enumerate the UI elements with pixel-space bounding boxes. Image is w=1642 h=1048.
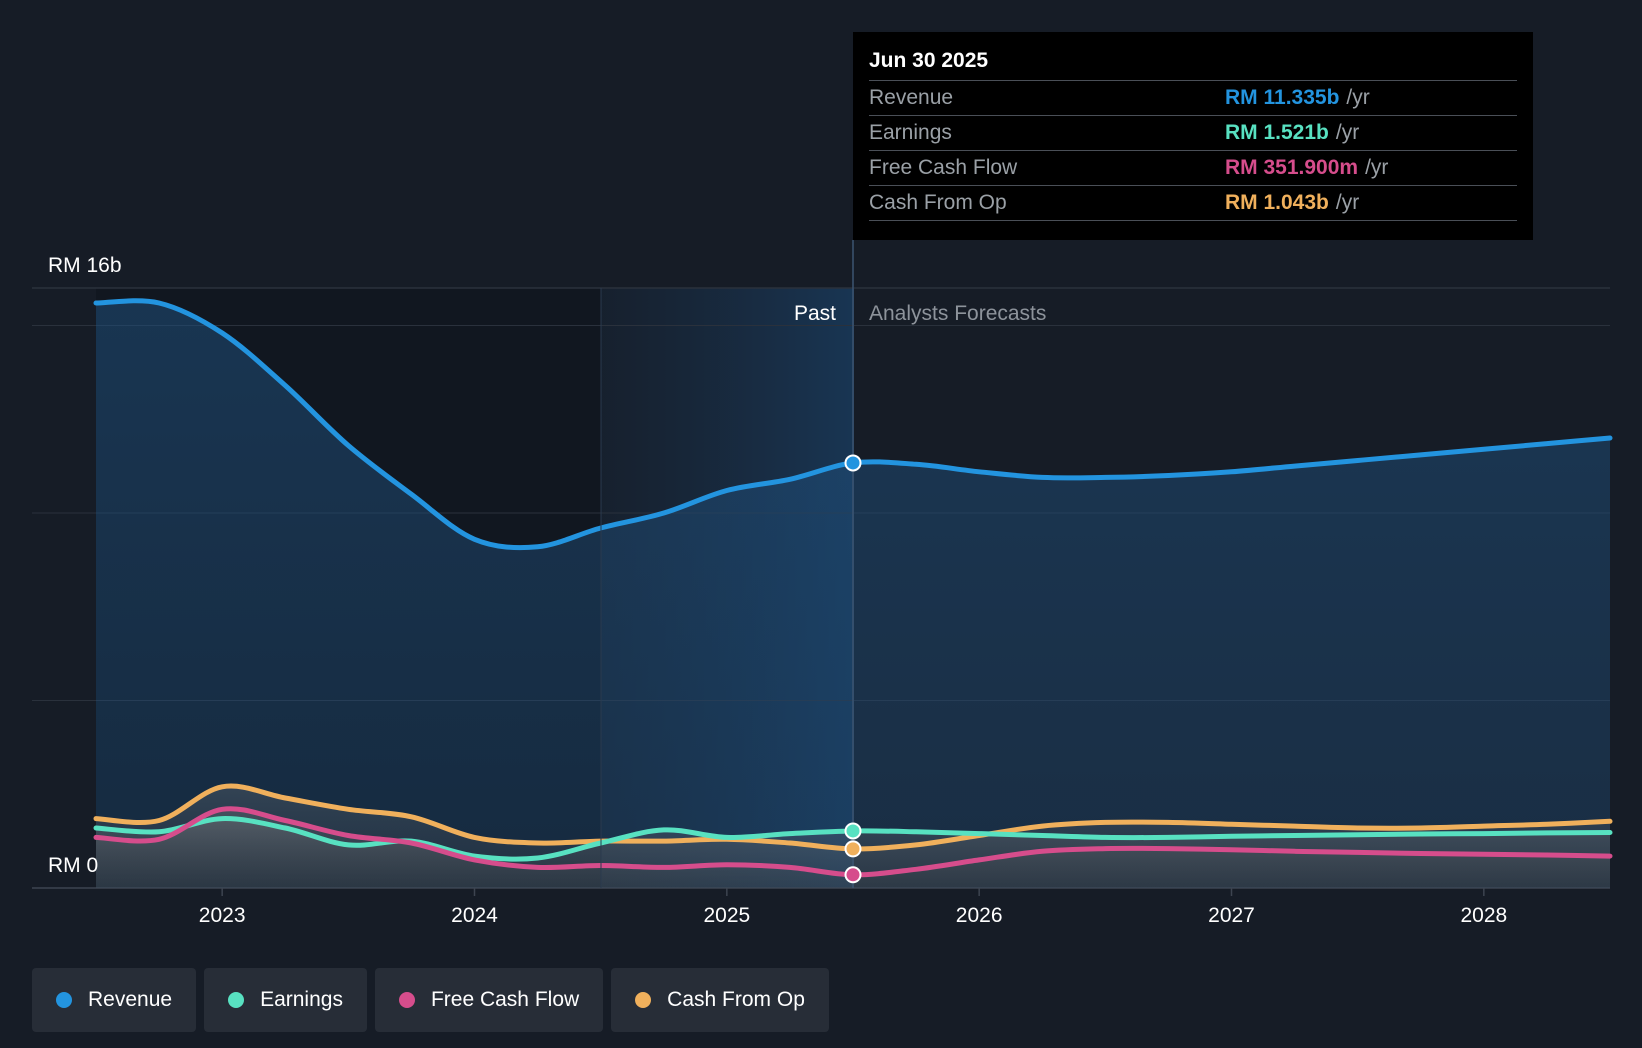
tooltip-unit: /yr [1346,86,1370,109]
forecast-label: Analysts Forecasts [869,302,1046,325]
series-line-cash-from-op [93,783,1613,852]
tooltip-unit: /yr [1335,191,1360,214]
tooltip-value: RM 1.043b [1225,191,1329,214]
tooltip-unit: /yr [1365,156,1389,179]
x-axis-ticks: 2023 2024 2025 2026 2027 2028 [199,888,1507,927]
x-tick-label: 2028 [1460,904,1507,927]
earnings-dot-icon [228,992,245,1008]
series-line-free-cash-flow [93,806,1613,878]
tooltip-row-revenue: Revenue RM 11.335b /yr [869,81,1517,116]
tooltip-label: Revenue [869,86,954,109]
legend: Revenue Earnings Free Cash Flow Cash Fro… [32,968,829,1032]
tooltip-date: Jun 30 2025 [869,46,1517,81]
series-line-earnings [93,816,1613,862]
tooltip: Jun 30 2025 Revenue RM 11.335b /yr Earni… [853,32,1533,240]
tooltip-unit: /yr [1335,121,1360,144]
x-tick-label: 2025 [703,904,750,927]
tooltip-label: Free Cash Flow [869,156,1018,179]
legend-item-free-cash-flow[interactable]: Free Cash Flow [374,968,604,1032]
legend-label: Cash From Op [667,988,805,1011]
tooltip-label: Earnings [869,121,952,144]
legend-item-earnings[interactable]: Earnings [204,968,367,1032]
series-line-revenue [93,298,1613,551]
marker-earnings [844,822,862,840]
legend-label: Earnings [260,988,343,1011]
legend-label: Free Cash Flow [430,988,580,1011]
x-tick-label: 2026 [956,904,1003,927]
legend-label: Revenue [88,988,173,1011]
tooltip-label: Cash From Op [869,191,1007,214]
past-label: Past [794,302,836,325]
x-tick-label: 2027 [1208,904,1255,927]
tooltip-row-free-cash-flow: Free Cash Flow RM 351.900m /yr [869,151,1517,186]
y-axis-top-label: RM 16b [48,254,122,277]
y-axis-bottom-label: RM 0 [48,854,98,877]
tooltip-value: RM 1.521b [1225,121,1329,144]
marker-free-cash-flow [844,866,862,884]
tooltip-row-earnings: Earnings RM 1.521b /yr [869,116,1517,151]
x-tick-label: 2023 [199,904,246,927]
free-cash-flow-dot-icon [398,992,415,1008]
x-tick-label: 2024 [451,904,498,927]
series-lines [93,298,1613,878]
legend-item-cash-from-op[interactable]: Cash From Op [611,968,829,1032]
tooltip-value: RM 351.900m [1225,156,1359,179]
marker-revenue [844,454,862,472]
financial-chart: RM 16b RM 0 Past Analysts Forecasts 2023… [32,240,1613,927]
hover-markers [844,454,862,884]
legend-item-revenue[interactable]: Revenue [32,968,197,1032]
tooltip-value: RM 11.335b [1225,86,1340,109]
marker-cash-from-op [844,840,862,858]
tooltip-row-cash-from-op: Cash From Op RM 1.043b /yr [869,186,1517,221]
series-area-free-cash-flow [96,808,1610,888]
cash-from-op-dot-icon [635,992,652,1008]
revenue-dot-icon [56,992,72,1008]
